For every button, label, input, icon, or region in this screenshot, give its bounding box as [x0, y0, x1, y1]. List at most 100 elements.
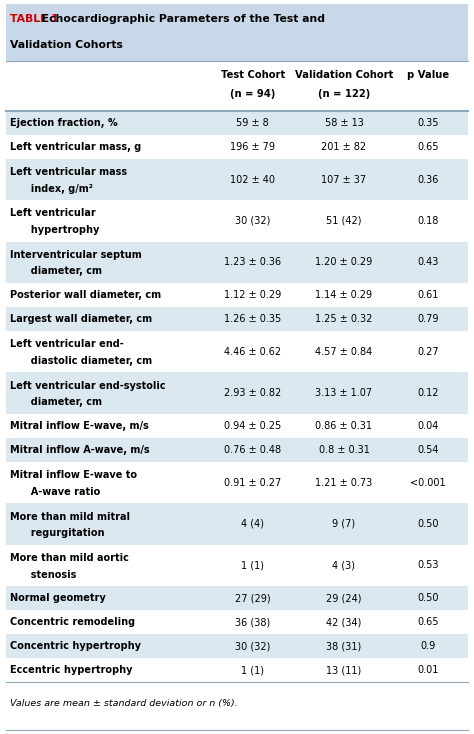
- Text: Interventricular septum: Interventricular septum: [10, 250, 142, 260]
- Text: Concentric hypertrophy: Concentric hypertrophy: [10, 641, 141, 651]
- Text: hypertrophy: hypertrophy: [24, 225, 100, 235]
- Text: Ejection fraction, %: Ejection fraction, %: [10, 118, 118, 128]
- Text: 42 (34): 42 (34): [326, 617, 362, 627]
- Bar: [6, 307, 468, 331]
- Text: 0.43: 0.43: [418, 258, 439, 267]
- Text: 38 (31): 38 (31): [326, 641, 362, 651]
- Text: Validation Cohort: Validation Cohort: [295, 70, 393, 80]
- Text: 13 (11): 13 (11): [326, 665, 362, 675]
- Text: 30 (32): 30 (32): [235, 216, 270, 226]
- Text: <0.001: <0.001: [410, 478, 446, 487]
- Text: 0.50: 0.50: [418, 519, 439, 529]
- Text: 1 (1): 1 (1): [241, 665, 264, 675]
- Text: 0.65: 0.65: [418, 617, 439, 627]
- Text: 2.93 ± 0.82: 2.93 ± 0.82: [224, 388, 282, 398]
- Text: 0.36: 0.36: [418, 175, 439, 184]
- Text: 0.04: 0.04: [418, 421, 439, 431]
- Text: 0.01: 0.01: [418, 665, 439, 675]
- Text: 27 (29): 27 (29): [235, 593, 271, 603]
- Bar: [6, 545, 468, 586]
- Text: (n = 122): (n = 122): [318, 89, 370, 99]
- Bar: [6, 682, 468, 730]
- Text: 36 (38): 36 (38): [235, 617, 270, 627]
- Text: index, g/m²: index, g/m²: [24, 184, 93, 194]
- Text: 1.25 ± 0.32: 1.25 ± 0.32: [315, 314, 373, 324]
- Text: 30 (32): 30 (32): [235, 641, 270, 651]
- Text: 107 ± 37: 107 ± 37: [321, 175, 366, 184]
- Text: Largest wall diameter, cm: Largest wall diameter, cm: [10, 314, 152, 324]
- Bar: [6, 586, 468, 610]
- Text: Left ventricular mass, g: Left ventricular mass, g: [10, 142, 141, 152]
- Text: Validation Cohorts: Validation Cohorts: [10, 40, 123, 50]
- Text: stenosis: stenosis: [24, 570, 76, 580]
- Text: Values are mean ± standard deviation or n (%).: Values are mean ± standard deviation or …: [10, 699, 238, 708]
- Text: 4 (3): 4 (3): [332, 560, 356, 570]
- Text: 9 (7): 9 (7): [332, 519, 356, 529]
- Bar: [6, 504, 468, 545]
- Text: 4.57 ± 0.84: 4.57 ± 0.84: [315, 346, 373, 357]
- Text: 1.21 ± 0.73: 1.21 ± 0.73: [315, 478, 373, 487]
- Bar: [6, 61, 468, 111]
- Text: 196 ± 79: 196 ± 79: [230, 142, 275, 152]
- Text: 3.13 ± 1.07: 3.13 ± 1.07: [315, 388, 373, 398]
- Text: Normal geometry: Normal geometry: [10, 593, 106, 603]
- Text: 0.27: 0.27: [418, 346, 439, 357]
- Bar: [6, 241, 468, 283]
- Bar: [6, 111, 468, 135]
- Text: 0.9: 0.9: [420, 641, 436, 651]
- Text: (n = 94): (n = 94): [230, 89, 275, 99]
- Text: Left ventricular mass: Left ventricular mass: [10, 167, 127, 177]
- Text: 0.53: 0.53: [418, 560, 439, 570]
- Bar: [6, 462, 468, 504]
- Text: Concentric remodeling: Concentric remodeling: [10, 617, 135, 627]
- Bar: [6, 438, 468, 462]
- Text: 0.12: 0.12: [418, 388, 439, 398]
- Text: Test Cohort: Test Cohort: [220, 70, 285, 80]
- Text: Mitral inflow E-wave, m/s: Mitral inflow E-wave, m/s: [10, 421, 149, 431]
- Bar: [6, 610, 468, 634]
- Text: Eccentric hypertrophy: Eccentric hypertrophy: [10, 665, 133, 675]
- Text: 0.8 ± 0.31: 0.8 ± 0.31: [319, 445, 369, 455]
- Text: 1.20 ± 0.29: 1.20 ± 0.29: [315, 258, 373, 267]
- Text: 0.94 ± 0.25: 0.94 ± 0.25: [224, 421, 282, 431]
- Bar: [6, 4, 468, 61]
- Text: p Value: p Value: [407, 70, 449, 80]
- Bar: [6, 159, 468, 200]
- Text: 4 (4): 4 (4): [241, 519, 264, 529]
- Text: 0.35: 0.35: [418, 118, 439, 128]
- Text: 1.26 ± 0.35: 1.26 ± 0.35: [224, 314, 282, 324]
- Text: Mitral inflow A-wave, m/s: Mitral inflow A-wave, m/s: [10, 445, 150, 455]
- Text: 1.14 ± 0.29: 1.14 ± 0.29: [315, 290, 373, 300]
- Text: 1.12 ± 0.29: 1.12 ± 0.29: [224, 290, 282, 300]
- Text: Left ventricular: Left ventricular: [10, 208, 96, 219]
- Text: Left ventricular end-: Left ventricular end-: [10, 339, 124, 349]
- Text: Left ventricular end-systolic: Left ventricular end-systolic: [10, 381, 165, 390]
- Text: diastolic diameter, cm: diastolic diameter, cm: [24, 356, 152, 366]
- Text: 0.79: 0.79: [418, 314, 439, 324]
- Bar: [6, 200, 468, 241]
- Text: More than mild mitral: More than mild mitral: [10, 512, 130, 522]
- Bar: [6, 372, 468, 414]
- Bar: [6, 283, 468, 307]
- Bar: [6, 634, 468, 658]
- Text: 0.91 ± 0.27: 0.91 ± 0.27: [224, 478, 282, 487]
- Text: 102 ± 40: 102 ± 40: [230, 175, 275, 184]
- Bar: [6, 135, 468, 159]
- Text: 4.46 ± 0.62: 4.46 ± 0.62: [224, 346, 281, 357]
- Text: 0.65: 0.65: [418, 142, 439, 152]
- Text: diameter, cm: diameter, cm: [24, 397, 102, 407]
- Text: 0.18: 0.18: [418, 216, 439, 226]
- Text: 0.50: 0.50: [418, 593, 439, 603]
- Bar: [6, 658, 468, 682]
- Text: 1.23 ± 0.36: 1.23 ± 0.36: [224, 258, 281, 267]
- Text: 51 (42): 51 (42): [326, 216, 362, 226]
- Text: 1 (1): 1 (1): [241, 560, 264, 570]
- Text: 59 ± 8: 59 ± 8: [237, 118, 269, 128]
- Text: 0.61: 0.61: [418, 290, 439, 300]
- Text: 201 ± 82: 201 ± 82: [321, 142, 366, 152]
- Text: Echocardiographic Parameters of the Test and: Echocardiographic Parameters of the Test…: [38, 14, 325, 24]
- Text: 0.54: 0.54: [418, 445, 439, 455]
- Text: Mitral inflow E-wave to: Mitral inflow E-wave to: [10, 470, 137, 480]
- Text: A-wave ratio: A-wave ratio: [24, 487, 100, 497]
- Text: Posterior wall diameter, cm: Posterior wall diameter, cm: [10, 290, 161, 300]
